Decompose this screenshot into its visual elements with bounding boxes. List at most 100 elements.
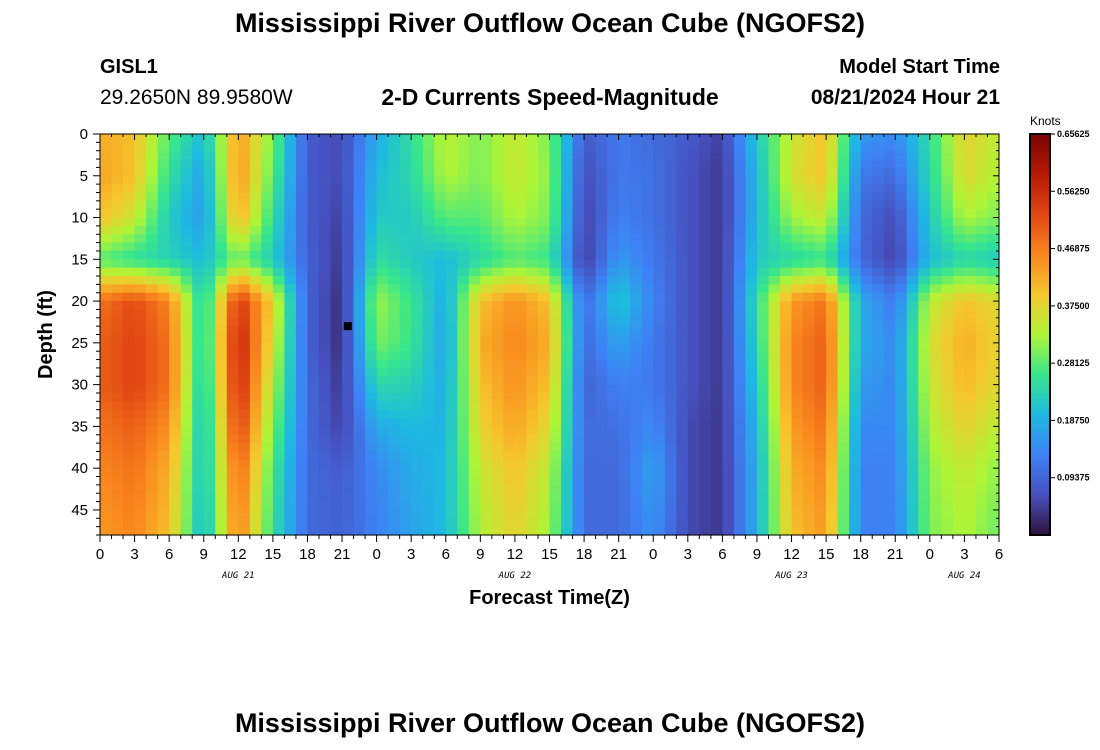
heatmap-cell [318, 192, 332, 202]
heatmap-cell [952, 142, 966, 152]
heatmap-cell [434, 359, 447, 369]
heatmap-cell [318, 526, 332, 536]
heatmap-cell [941, 326, 954, 336]
heatmap-cell [330, 518, 343, 528]
heatmap-cell [572, 484, 585, 494]
heatmap-cell [123, 518, 136, 528]
heatmap-cell [780, 459, 793, 469]
heatmap-cell [883, 434, 896, 444]
heatmap-cell [388, 418, 401, 427]
heatmap-cell [849, 526, 862, 536]
heatmap-cell [203, 167, 216, 177]
heatmap-cell [687, 484, 700, 494]
heatmap-cell [595, 459, 608, 469]
heatmap-cell [745, 309, 758, 319]
heatmap-cell [756, 159, 770, 169]
heatmap-cell [330, 134, 343, 143]
heatmap-cell [503, 150, 516, 160]
heatmap-cell [480, 468, 493, 478]
heatmap-cell [918, 284, 931, 294]
heatmap-cell [365, 392, 378, 402]
heatmap-cell [203, 451, 216, 461]
heatmap-cell [722, 267, 735, 277]
heatmap-cell [561, 292, 574, 302]
heatmap-cell [399, 392, 412, 402]
heatmap-cell [664, 276, 677, 285]
heatmap-cell [399, 134, 412, 143]
heatmap-cell [814, 376, 827, 386]
heatmap-cell [226, 468, 239, 478]
heatmap-cell [918, 276, 931, 285]
heatmap-cell [572, 142, 585, 152]
heatmap-cell [710, 225, 723, 235]
heatmap-cell [353, 434, 366, 444]
heatmap-cell [100, 367, 113, 377]
heatmap-cell [987, 367, 1000, 377]
heatmap-cell [653, 284, 666, 294]
heatmap-cell [618, 401, 631, 411]
heatmap-cell [249, 384, 262, 394]
heatmap-cell [388, 468, 401, 478]
heatmap-cell [676, 284, 689, 294]
heatmap-cell [307, 484, 320, 494]
heatmap-cell [353, 459, 366, 469]
heatmap-cell [595, 242, 608, 252]
heatmap-cell [722, 259, 735, 269]
heatmap-cell [975, 384, 989, 394]
heatmap-cell [480, 284, 493, 294]
heatmap-cell [468, 276, 481, 285]
heatmap-cell [157, 484, 170, 494]
heatmap-cell [952, 217, 966, 227]
heatmap-cell [710, 468, 723, 478]
heatmap-cell [445, 301, 458, 311]
heatmap-cell [710, 142, 723, 152]
heatmap-cell [745, 376, 758, 386]
heatmap-cell [480, 526, 493, 536]
heatmap-cell [780, 259, 793, 269]
heatmap-cell [157, 192, 170, 202]
heatmap-cell [572, 317, 585, 327]
heatmap-cell [837, 192, 850, 202]
heatmap-cell [710, 526, 723, 536]
heatmap-cell [261, 476, 274, 486]
heatmap-cell [664, 367, 677, 377]
heatmap-cell [537, 426, 551, 436]
heatmap-cell [837, 167, 850, 177]
heatmap-cell [987, 159, 1000, 169]
heatmap-cell [468, 359, 481, 369]
heatmap-cell [180, 376, 193, 386]
heatmap-cell [745, 426, 758, 436]
heatmap-cell [918, 242, 931, 252]
heatmap-cell [641, 276, 654, 285]
heatmap-cell [872, 376, 885, 386]
heatmap-cell [526, 359, 539, 369]
heatmap-cell [318, 367, 332, 377]
heatmap-cell [803, 150, 816, 160]
heatmap-cell [457, 468, 470, 478]
heatmap-cell [123, 484, 136, 494]
heatmap-cell [630, 409, 643, 419]
heatmap-cell [630, 192, 643, 202]
heatmap-cell [906, 468, 919, 478]
heatmap-cell [791, 401, 804, 411]
heatmap-cell [710, 384, 723, 394]
heatmap-cell [157, 509, 170, 519]
heatmap-cell [169, 242, 182, 252]
heatmap-cell [146, 518, 159, 528]
heatmap-cell [491, 351, 504, 361]
heatmap-cell [814, 217, 827, 227]
heatmap-cell [491, 250, 504, 260]
heatmap-cell [941, 134, 954, 143]
heatmap-cell [676, 443, 689, 453]
heatmap-cell [157, 401, 170, 411]
heatmap-cell [745, 476, 758, 486]
heatmap-cell [134, 225, 147, 235]
heatmap-cell [803, 376, 816, 386]
heatmap-cell [849, 334, 862, 344]
heatmap-cell [457, 384, 470, 394]
heatmap-cell [975, 359, 989, 369]
heatmap-cell [975, 267, 989, 277]
heatmap-cell [537, 451, 551, 461]
heatmap-cell [226, 334, 239, 344]
heatmap-cell [376, 284, 389, 294]
